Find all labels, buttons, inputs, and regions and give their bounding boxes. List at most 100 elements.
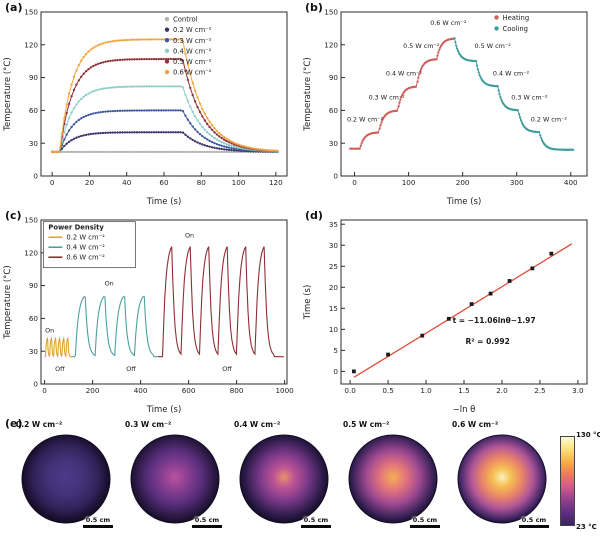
svg-text:120: 120: [24, 40, 38, 49]
panel-d: (d) 0.0 0.5 1.0 1.5 2.0 2.5 3.0 0 5 10 15 20 25 30 35 −…: [300, 208, 600, 416]
thermal-image: [239, 434, 329, 524]
thermal-image-cell-1: 0.2 W cm⁻² 0.5 cm: [14, 420, 118, 532]
scale-bar-label: 0.5 cm: [85, 515, 111, 524]
svg-text:Off: Off: [222, 365, 232, 373]
svg-text:Off: Off: [126, 365, 136, 373]
svg-text:0.2 W cm⁻²: 0.2 W cm⁻²: [347, 115, 384, 123]
panel-b: (b) 0 100 200 300 400 0 30 60 90 120 150 Time (s) Te…: [300, 0, 600, 208]
scale-bar: 0.5 cm: [192, 515, 222, 528]
svg-text:25: 25: [329, 262, 338, 271]
svg-text:120: 120: [269, 178, 283, 187]
svg-text:120: 120: [324, 40, 338, 49]
svg-text:100: 100: [402, 178, 416, 187]
svg-text:0.4 W cm⁻²: 0.4 W cm⁻²: [173, 47, 212, 55]
svg-text:2.5: 2.5: [534, 386, 545, 395]
scale-bar-label: 0.5 cm: [194, 515, 220, 524]
thermal-image-cell-2: 0.3 W cm⁻² 0.5 cm: [123, 420, 227, 532]
thermal-image-title: 0.2 W cm⁻²: [16, 420, 63, 429]
svg-text:On: On: [45, 327, 54, 335]
colorbar: 130 °C 23 °C: [560, 431, 600, 531]
scale-bar: 0.5 cm: [301, 515, 331, 528]
svg-text:10: 10: [329, 325, 339, 334]
scale-bar-line: [519, 524, 549, 528]
panel-d-chart: 0.0 0.5 1.0 1.5 2.0 2.5 3.0 0 5 10 15 20 25 30 35 −ln θ…: [303, 219, 588, 414]
svg-text:Time (s): Time (s): [446, 197, 482, 206]
svg-text:Heating: Heating: [503, 14, 530, 22]
thermal-image-row: 0.2 W cm⁻² 0.5 cm 0.3 W cm⁻² 0.5 cm 0.4 …: [14, 420, 554, 532]
svg-text:60: 60: [329, 106, 339, 115]
panel-b-chart: 0 100 200 300 400 0 30 60 90 120 150 Time (s) Temper…: [303, 8, 588, 206]
svg-text:30: 30: [29, 139, 39, 148]
svg-text:0.5 W cm⁻²: 0.5 W cm⁻²: [403, 42, 440, 50]
scale-bar: 0.5 cm: [519, 516, 549, 528]
svg-text:0.2 W cm⁻²: 0.2 W cm⁻²: [531, 115, 568, 123]
panel-b-label: (b): [305, 1, 323, 14]
svg-text:0.5 W cm⁻²: 0.5 W cm⁻²: [173, 58, 212, 66]
svg-text:1000: 1000: [275, 386, 294, 395]
thermal-image-cell-5: 0.6 W cm⁻² 0.5 cm: [450, 420, 554, 532]
svg-text:90: 90: [29, 281, 39, 290]
thermal-image-title: 0.4 W cm⁻²: [234, 420, 281, 429]
svg-text:0: 0: [50, 178, 55, 187]
panel-a-chart: 0 20 40 60 80 100 120 0 30 60 90 120 150 Time (s) Temp…: [3, 8, 288, 206]
svg-text:30: 30: [329, 139, 339, 148]
svg-text:150: 150: [24, 8, 38, 17]
svg-text:On: On: [105, 280, 114, 288]
svg-text:120: 120: [24, 248, 38, 257]
svg-text:400: 400: [134, 386, 148, 395]
svg-text:t = −11.06lnθ−1.97: t = −11.06lnθ−1.97: [453, 316, 536, 325]
svg-text:100: 100: [232, 178, 246, 187]
svg-text:0.3 W cm⁻²: 0.3 W cm⁻²: [173, 37, 212, 45]
svg-text:300: 300: [510, 178, 524, 187]
svg-text:90: 90: [329, 73, 339, 82]
svg-text:35: 35: [329, 220, 338, 229]
svg-text:R² = 0.992: R² = 0.992: [466, 337, 510, 346]
svg-text:2.0: 2.0: [496, 386, 508, 395]
svg-text:Control: Control: [173, 16, 198, 24]
svg-text:15: 15: [329, 304, 338, 313]
svg-text:150: 150: [24, 216, 38, 225]
svg-text:60: 60: [29, 314, 39, 323]
svg-text:0.6 W cm⁻²: 0.6 W cm⁻²: [173, 69, 212, 77]
svg-text:5: 5: [333, 346, 338, 355]
scale-bar: 0.5 cm: [83, 515, 113, 528]
scale-bar-line: [301, 524, 331, 528]
svg-text:Time (s): Time (s): [146, 197, 182, 206]
panel-e: (e) 0.2 W cm⁻² 0.5 cm 0.3 W cm⁻² 0.5 cm: [0, 416, 600, 536]
colorbar-gradient: [560, 436, 575, 526]
svg-text:0.3 W cm⁻²: 0.3 W cm⁻²: [511, 93, 548, 101]
scale-bar-label: 0.5 cm: [303, 515, 329, 524]
svg-text:0.6 W cm⁻²: 0.6 W cm⁻²: [66, 254, 105, 262]
panel-e-label: (e): [5, 417, 23, 430]
thermal-image-title: 0.3 W cm⁻²: [125, 420, 172, 429]
svg-text:1.0: 1.0: [420, 386, 432, 395]
svg-text:Power Density: Power Density: [48, 224, 104, 232]
scale-bar-label: 0.5 cm: [412, 515, 438, 524]
svg-text:90: 90: [29, 73, 39, 82]
svg-text:0: 0: [33, 380, 38, 389]
svg-text:200: 200: [86, 386, 100, 395]
svg-text:Time (s): Time (s): [146, 405, 182, 414]
thermal-image-cell-4: 0.5 W cm⁻² 0.5 cm: [341, 420, 445, 532]
svg-text:200: 200: [456, 178, 470, 187]
svg-text:0.2 W cm⁻²: 0.2 W cm⁻²: [173, 26, 212, 34]
panel-a-label: (a): [5, 1, 23, 14]
thermal-image-title: 0.6 W cm⁻²: [452, 420, 499, 429]
svg-text:60: 60: [29, 106, 39, 115]
svg-text:0.3 W cm⁻²: 0.3 W cm⁻²: [369, 93, 406, 101]
svg-text:600: 600: [182, 386, 196, 395]
panel-a: (a) 0 20 40 60 80 100 120 0 30 60 90 120 150 Time (s)…: [0, 0, 300, 208]
svg-text:Off: Off: [55, 365, 65, 373]
thermal-image-cell-3: 0.4 W cm⁻² 0.5 cm: [232, 420, 336, 532]
svg-text:Temperature (°C): Temperature (°C): [303, 57, 313, 131]
panel-c-chart: 0 200 400 600 800 1000 0 30 60 90 120 150 Time (s) Te…: [3, 216, 294, 414]
svg-text:0.5 W cm⁻²: 0.5 W cm⁻²: [475, 42, 512, 50]
panel-d-label: (d): [305, 209, 323, 222]
svg-text:150: 150: [324, 8, 338, 17]
svg-text:0: 0: [333, 367, 338, 376]
svg-text:0.4 W cm⁻²: 0.4 W cm⁻²: [493, 69, 530, 77]
svg-text:60: 60: [159, 178, 169, 187]
svg-text:On: On: [185, 231, 194, 239]
svg-text:0: 0: [333, 172, 338, 181]
svg-text:Temperature (°C): Temperature (°C): [3, 57, 13, 131]
